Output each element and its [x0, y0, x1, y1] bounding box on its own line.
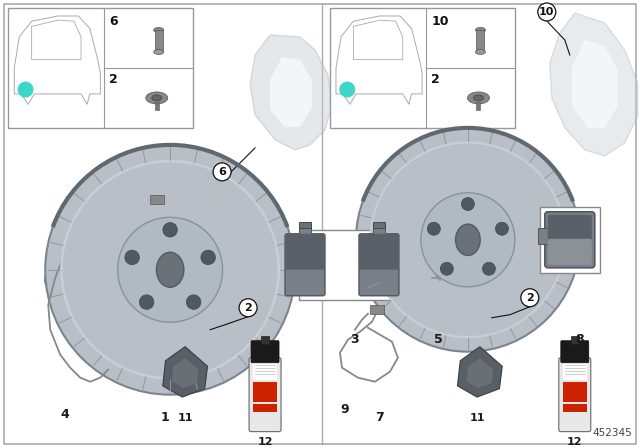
- Bar: [155, 30, 163, 52]
- Text: 10: 10: [539, 8, 554, 17]
- Text: 10: 10: [431, 15, 449, 28]
- Ellipse shape: [156, 252, 184, 287]
- Circle shape: [428, 222, 440, 235]
- Ellipse shape: [154, 49, 164, 55]
- Ellipse shape: [152, 95, 162, 101]
- Ellipse shape: [467, 92, 490, 104]
- Text: 5: 5: [433, 333, 442, 346]
- Bar: [373, 226, 385, 238]
- Text: 4: 4: [61, 408, 70, 421]
- Bar: [571, 336, 579, 344]
- Text: 452345: 452345: [592, 428, 632, 438]
- Circle shape: [63, 162, 278, 377]
- Polygon shape: [467, 358, 493, 388]
- Bar: [253, 364, 277, 379]
- Bar: [8, 8, 193, 128]
- Text: 2: 2: [109, 73, 118, 86]
- Circle shape: [186, 295, 201, 310]
- Ellipse shape: [355, 213, 581, 285]
- Circle shape: [239, 299, 257, 317]
- Circle shape: [118, 217, 223, 322]
- Text: 6: 6: [218, 168, 226, 177]
- Ellipse shape: [476, 27, 486, 32]
- Bar: [150, 195, 164, 204]
- Circle shape: [140, 295, 154, 310]
- Circle shape: [495, 222, 508, 235]
- Bar: [563, 404, 587, 412]
- Ellipse shape: [476, 49, 486, 55]
- Bar: [563, 382, 587, 402]
- Bar: [299, 226, 311, 238]
- Polygon shape: [572, 40, 618, 128]
- Ellipse shape: [44, 239, 296, 320]
- Circle shape: [17, 82, 33, 98]
- Text: 6: 6: [109, 15, 118, 28]
- Bar: [261, 336, 269, 344]
- FancyBboxPatch shape: [251, 341, 279, 363]
- Text: 11: 11: [470, 413, 486, 422]
- Polygon shape: [163, 347, 207, 397]
- Text: 2: 2: [431, 73, 440, 86]
- Text: 8: 8: [575, 333, 584, 346]
- Bar: [373, 222, 385, 228]
- FancyBboxPatch shape: [545, 212, 595, 268]
- FancyBboxPatch shape: [359, 234, 399, 270]
- Ellipse shape: [154, 27, 164, 32]
- Bar: [563, 364, 587, 379]
- Circle shape: [369, 141, 566, 338]
- Circle shape: [440, 262, 453, 275]
- Text: 12: 12: [257, 437, 273, 447]
- Bar: [540, 207, 600, 273]
- Circle shape: [372, 143, 564, 336]
- Text: 1: 1: [161, 411, 170, 424]
- Bar: [155, 102, 159, 110]
- Bar: [476, 30, 484, 52]
- Text: 12: 12: [567, 437, 582, 447]
- FancyBboxPatch shape: [548, 215, 592, 244]
- Polygon shape: [172, 358, 198, 388]
- Circle shape: [45, 145, 295, 395]
- Bar: [253, 404, 277, 412]
- FancyBboxPatch shape: [548, 239, 592, 265]
- FancyBboxPatch shape: [285, 234, 325, 270]
- Polygon shape: [270, 57, 312, 127]
- Circle shape: [421, 193, 515, 287]
- Circle shape: [125, 250, 140, 265]
- FancyBboxPatch shape: [359, 234, 399, 296]
- Bar: [476, 102, 481, 110]
- Text: 7: 7: [376, 411, 385, 424]
- Circle shape: [213, 163, 231, 181]
- Polygon shape: [458, 347, 502, 397]
- Circle shape: [201, 250, 216, 265]
- Ellipse shape: [146, 92, 168, 104]
- FancyBboxPatch shape: [249, 358, 281, 431]
- Bar: [370, 305, 384, 314]
- Text: 3: 3: [351, 333, 359, 346]
- Circle shape: [60, 160, 280, 379]
- Circle shape: [163, 223, 177, 237]
- Ellipse shape: [456, 224, 480, 255]
- Text: 11: 11: [177, 413, 193, 422]
- Text: 2: 2: [526, 293, 534, 303]
- FancyBboxPatch shape: [285, 234, 325, 296]
- Circle shape: [339, 82, 355, 98]
- Polygon shape: [550, 13, 637, 156]
- Bar: [330, 8, 515, 128]
- FancyBboxPatch shape: [561, 341, 589, 363]
- Circle shape: [483, 262, 495, 275]
- Text: 2: 2: [244, 303, 252, 313]
- Ellipse shape: [474, 95, 483, 101]
- FancyBboxPatch shape: [559, 358, 591, 431]
- Bar: [299, 230, 427, 300]
- Circle shape: [521, 289, 539, 307]
- Bar: [253, 382, 277, 402]
- Circle shape: [538, 3, 556, 21]
- Circle shape: [461, 198, 474, 211]
- Circle shape: [356, 128, 580, 352]
- Bar: [299, 222, 311, 228]
- Bar: [538, 228, 548, 244]
- Polygon shape: [250, 35, 332, 150]
- Text: 9: 9: [340, 403, 349, 416]
